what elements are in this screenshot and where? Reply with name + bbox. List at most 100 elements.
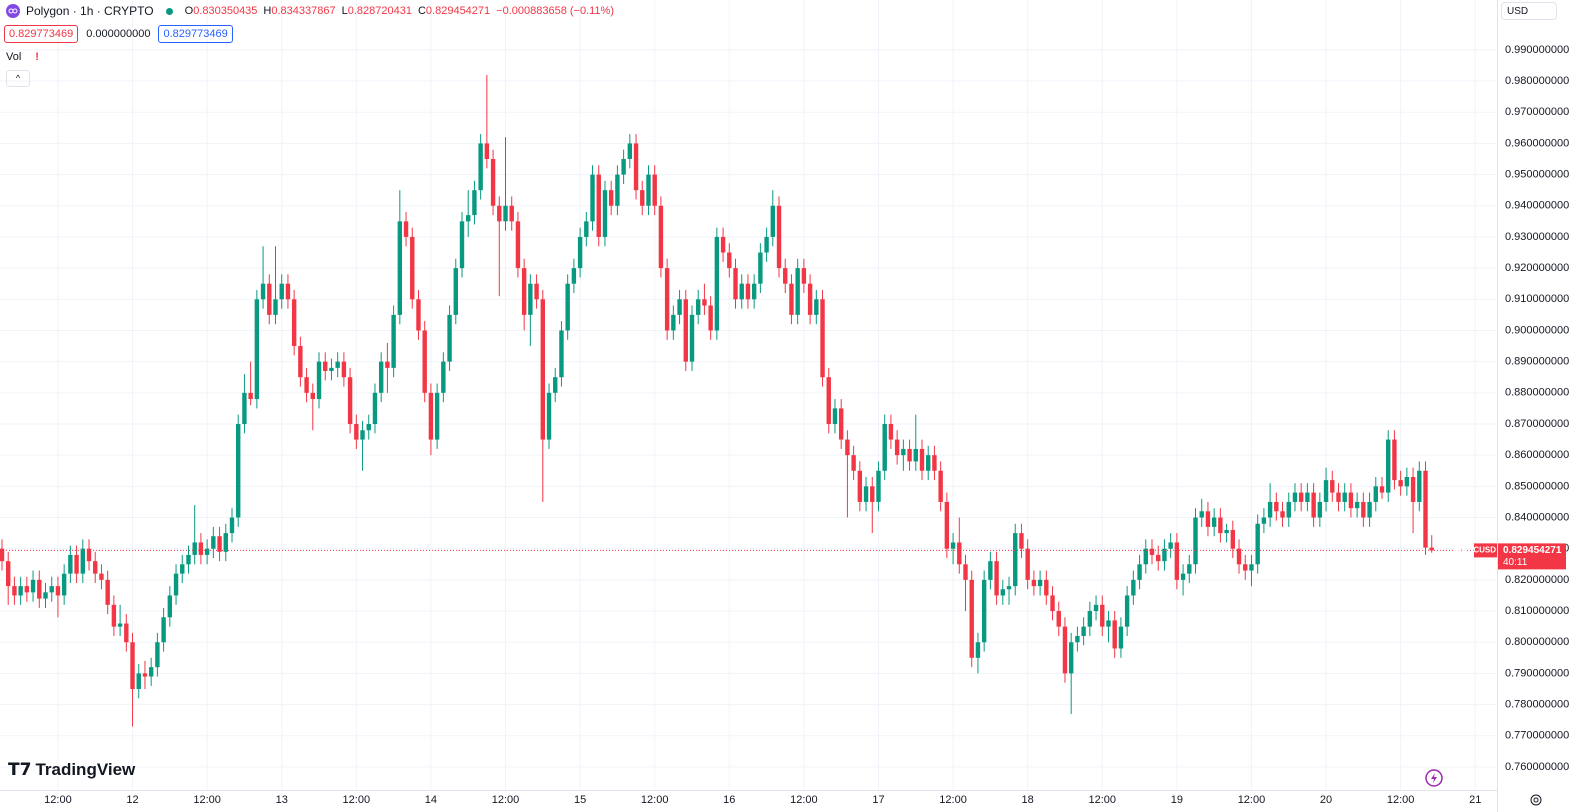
candle-body	[714, 236, 720, 331]
candle-body	[540, 299, 546, 440]
candle-body	[49, 586, 54, 593]
candle-body	[981, 579, 987, 643]
candle-body	[472, 190, 477, 216]
candle-body	[1410, 476, 1416, 502]
candle-body	[366, 423, 371, 431]
currency-button[interactable]: USD	[1501, 2, 1557, 20]
candle-body	[988, 561, 993, 580]
candle-body	[627, 143, 633, 159]
candle-body	[360, 430, 365, 440]
candle-body	[1106, 620, 1111, 627]
y-tick-label: 0.960000000	[1505, 137, 1569, 149]
header: Polygon · 1h · CRYPTO O0.830350435 H0.83…	[6, 4, 614, 18]
x-tick-label: 17	[872, 794, 884, 806]
y-tick-label: 0.810000000	[1505, 605, 1569, 617]
candle-body	[1062, 626, 1068, 674]
candle-body	[509, 205, 514, 222]
candle-body	[466, 215, 471, 222]
x-tick-label: 14	[425, 794, 437, 806]
warning-icon[interactable]: !	[35, 51, 39, 63]
candle-body	[1417, 470, 1422, 502]
candle-body	[1373, 486, 1378, 502]
candle-body	[1174, 542, 1180, 580]
y-tick-label: 0.900000000	[1505, 324, 1569, 336]
status-dot	[165, 7, 173, 15]
candle-body	[1267, 501, 1273, 518]
candle-body	[807, 283, 813, 315]
candle-body	[882, 423, 887, 471]
candle-body	[1075, 635, 1080, 643]
settings-button[interactable]	[1529, 793, 1543, 807]
candle-body	[963, 564, 968, 580]
candle-body	[248, 392, 253, 400]
candle-body	[571, 268, 577, 284]
candle-body	[857, 470, 863, 502]
candle-body	[260, 283, 266, 300]
y-tick-label: 0.990000000	[1505, 44, 1569, 56]
candle-body	[733, 268, 738, 300]
candle-body	[876, 470, 881, 502]
candle-body	[484, 143, 490, 159]
candle-body	[926, 455, 931, 471]
symbol-label-bg	[1474, 543, 1497, 558]
candle-body	[37, 579, 42, 599]
candle-body	[1423, 470, 1428, 548]
candle-body	[1354, 501, 1360, 509]
candle-body	[521, 268, 527, 315]
candle-body	[1218, 517, 1223, 534]
candle-body	[720, 236, 726, 253]
candle-body	[888, 423, 894, 440]
ohlc-label: O	[184, 5, 194, 17]
bid[interactable]: 0.829773469	[4, 25, 79, 43]
candle-body	[30, 579, 36, 593]
candle-body	[497, 205, 502, 222]
candle-body	[211, 536, 216, 549]
candle-body	[217, 536, 222, 552]
candle-body	[1404, 476, 1410, 487]
candle-body	[410, 236, 415, 300]
y-tick-label: 0.970000000	[1505, 106, 1569, 118]
indicator-name[interactable]: Vol	[6, 51, 22, 63]
brand: 𝗧𝟳 TradingView	[8, 760, 135, 780]
candle-body	[590, 174, 595, 222]
candle-body	[43, 592, 48, 599]
candle-body	[61, 573, 67, 596]
lightning-button[interactable]	[1424, 768, 1444, 788]
candle-body	[832, 408, 838, 424]
x-tick-label: 12:00	[790, 794, 818, 806]
brand-name: TradingView	[35, 760, 136, 779]
collapse-button[interactable]: ^	[6, 70, 30, 87]
candle-body	[1019, 533, 1024, 549]
candle-body	[907, 448, 912, 462]
candle-body	[167, 595, 173, 618]
candle-body	[273, 299, 278, 315]
y-tick-label: 0.870000000	[1505, 418, 1569, 430]
y-tick-label: 0.860000000	[1505, 449, 1569, 461]
price-label-bg	[1498, 543, 1566, 570]
candle-body	[80, 548, 86, 574]
candle-body	[584, 221, 589, 237]
ohlc-item: L0.828720431	[342, 5, 412, 17]
candle-body	[99, 573, 104, 580]
candle-body	[310, 392, 316, 400]
candle-body	[1305, 492, 1310, 502]
candle-body	[136, 673, 141, 689]
candle-body	[696, 299, 701, 315]
symbol[interactable]: Polygon · 1h · CRYPTO	[26, 4, 154, 18]
candle-body	[68, 554, 73, 574]
candle-body	[851, 455, 856, 471]
ask[interactable]: 0.829773469	[158, 25, 233, 43]
candle-body	[192, 542, 197, 555]
candle-body	[24, 586, 30, 593]
ohlc-item: C0.829454271	[418, 5, 490, 17]
x-tick-label: 12:00	[343, 794, 371, 806]
candle-body	[863, 486, 869, 502]
candle-body	[1162, 548, 1167, 562]
candle-body	[1236, 548, 1242, 565]
candle-body	[298, 346, 303, 378]
x-tick-label: 20	[1320, 794, 1332, 806]
candle-body	[285, 283, 291, 300]
symbol-label: MATICUSD	[1454, 546, 1496, 555]
candle-body	[596, 174, 601, 237]
